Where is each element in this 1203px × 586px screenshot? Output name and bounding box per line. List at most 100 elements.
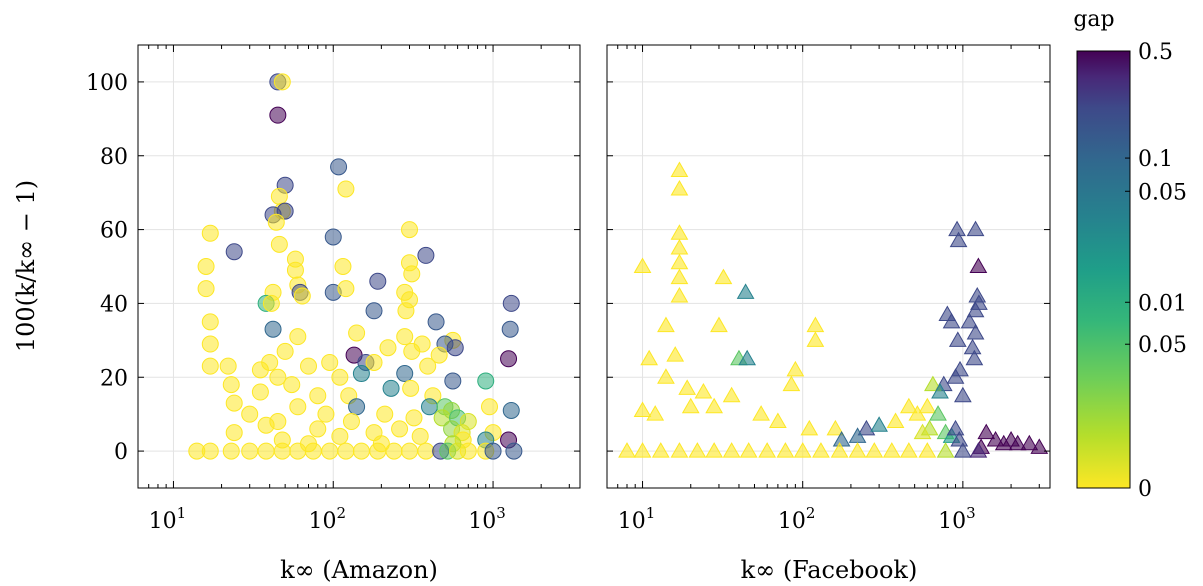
data-point-circle xyxy=(269,106,287,124)
data-point-circle xyxy=(337,180,355,198)
data-point-triangle xyxy=(714,268,733,285)
data-point-circle xyxy=(427,313,445,331)
data-point-circle xyxy=(444,372,462,390)
data-point-circle xyxy=(270,187,288,205)
data-point-circle xyxy=(293,287,311,305)
colorbar-tick-label: 0.1 xyxy=(1138,147,1173,172)
data-point-circle xyxy=(502,294,520,312)
data-point-triangle xyxy=(786,360,805,377)
data-point-triangle xyxy=(681,397,700,414)
data-point-circle xyxy=(331,427,349,445)
data-point-triangle xyxy=(769,412,787,429)
data-point-circle xyxy=(309,420,327,438)
data-point-triangle xyxy=(1008,434,1027,451)
data-point-circle xyxy=(257,442,275,460)
data-point-circle xyxy=(411,427,429,445)
data-point-circle xyxy=(276,202,294,220)
amazon-points xyxy=(188,73,523,460)
data-point-circle xyxy=(501,320,519,338)
data-point-circle xyxy=(331,368,349,386)
colorbar-tick-label: 0.01 xyxy=(1138,291,1187,316)
data-point-triangle xyxy=(812,442,830,458)
data-point-circle xyxy=(403,342,421,360)
colorbar-tick-label: 0.5 xyxy=(1138,40,1173,65)
data-point-triangle xyxy=(782,375,801,392)
data-point-triangle xyxy=(950,431,969,447)
data-point-circle xyxy=(219,357,237,375)
data-point-circle xyxy=(241,442,259,460)
data-point-circle xyxy=(382,379,400,397)
data-point-circle xyxy=(222,442,240,460)
data-point-circle xyxy=(348,324,366,342)
data-point-triangle xyxy=(931,383,949,399)
data-point-circle xyxy=(267,213,285,231)
data-point-triangle xyxy=(886,412,905,429)
data-point-triangle xyxy=(670,239,689,255)
data-point-triangle xyxy=(929,405,947,421)
data-point-circle xyxy=(257,416,275,434)
data-point-triangle xyxy=(882,442,901,458)
data-point-circle xyxy=(502,401,520,419)
data-point-circle xyxy=(396,365,414,383)
colorbar-ticks: 0.5 0.1 0.05 0.01 0.05 0 xyxy=(1125,40,1187,502)
y-tick-label: 60 xyxy=(100,219,128,244)
data-point-circle xyxy=(289,398,307,416)
data-point-circle xyxy=(251,361,269,379)
data-point-circle xyxy=(283,376,301,394)
data-point-triangle xyxy=(678,379,697,395)
data-point-circle xyxy=(419,357,437,375)
data-point-circle xyxy=(273,442,291,460)
data-point-circle xyxy=(300,357,318,375)
data-point-triangle xyxy=(776,442,795,458)
y-tick-label: 80 xyxy=(100,145,128,170)
data-point-circle xyxy=(417,246,435,264)
data-point-triangle xyxy=(657,316,675,333)
data-point-triangle xyxy=(936,442,955,458)
data-point-triangle xyxy=(948,331,967,347)
data-point-triangle xyxy=(977,423,996,440)
data-point-circle xyxy=(397,302,415,320)
data-point-triangle xyxy=(738,349,757,366)
data-point-triangle xyxy=(670,253,689,270)
data-point-triangle xyxy=(830,442,849,458)
data-point-circle xyxy=(201,313,219,331)
data-point-circle xyxy=(396,328,414,346)
colorbar-tick-label: 0 xyxy=(1138,477,1152,502)
data-point-triangle xyxy=(942,312,961,329)
data-point-triangle xyxy=(953,386,972,403)
data-point-triangle xyxy=(1020,434,1039,451)
x-tick-label: 102 xyxy=(778,504,816,534)
data-point-circle xyxy=(369,272,387,290)
data-point-circle xyxy=(446,339,464,357)
y-tick-label: 100 xyxy=(86,71,128,96)
data-point-triangle xyxy=(633,442,652,458)
data-point-circle xyxy=(201,335,219,353)
data-point-circle xyxy=(269,368,287,386)
data-point-circle xyxy=(304,442,322,460)
data-point-circle xyxy=(430,346,448,364)
data-point-circle xyxy=(324,228,342,246)
data-point-triangle xyxy=(960,312,979,329)
data-point-triangle xyxy=(670,179,689,196)
data-point-circle xyxy=(289,442,307,460)
data-point-circle xyxy=(402,379,420,397)
data-point-triangle xyxy=(722,442,741,458)
data-point-triangle xyxy=(806,331,825,347)
data-point-triangle xyxy=(705,442,724,458)
colorbar-gradient xyxy=(1076,50,1131,489)
data-point-circle xyxy=(405,409,423,427)
data-point-circle xyxy=(264,320,282,338)
data-point-triangle xyxy=(688,442,707,458)
facebook-ticks: 101 102 103 xyxy=(606,45,1050,534)
data-point-circle xyxy=(400,221,418,239)
data-point-triangle xyxy=(918,397,937,414)
data-point-circle xyxy=(241,405,259,423)
data-point-triangle xyxy=(670,442,689,458)
data-point-triangle xyxy=(865,442,884,458)
data-point-circle xyxy=(365,302,383,320)
data-point-circle xyxy=(309,387,327,405)
data-point-circle xyxy=(480,398,498,416)
data-point-circle xyxy=(337,442,355,460)
data-point-triangle xyxy=(870,416,888,432)
